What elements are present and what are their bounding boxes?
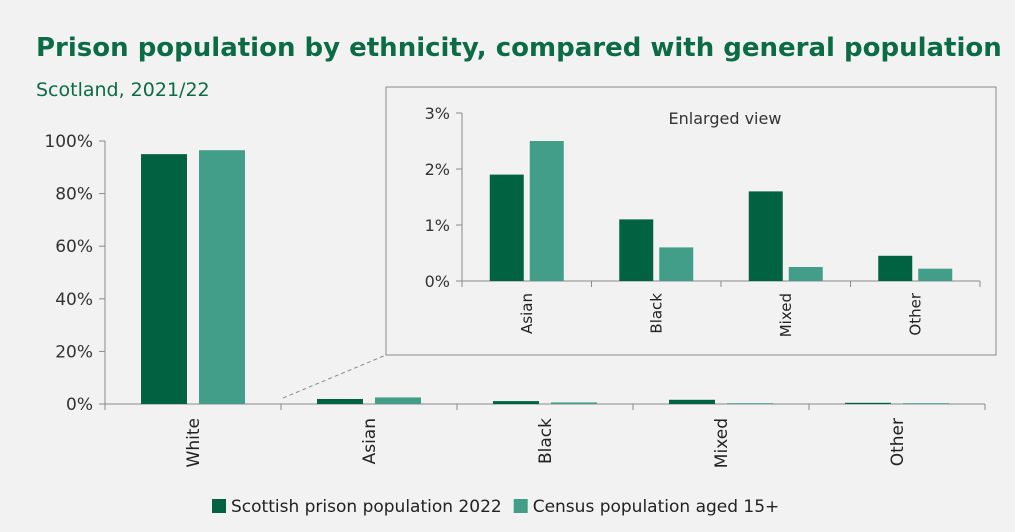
inset-bar-black-series-2	[659, 247, 694, 281]
x-category-label: Asian	[360, 418, 380, 464]
legend-swatch-series-2	[513, 499, 528, 513]
inset-plot: 0% 1% 2% 3% Asian Black Mixed Other Enlarged vie…	[282, 86, 997, 399]
inset-x-category-label: Mixed	[777, 293, 795, 337]
y-tick-label: 80%	[55, 185, 93, 205]
inset-x-category-label: Other	[906, 292, 924, 335]
bar-white-series-1	[141, 154, 187, 404]
inset-bar-black-series-1	[619, 219, 654, 281]
legend-swatch-series-1	[212, 499, 226, 513]
y-tick-label: 0%	[66, 395, 93, 415]
inset-y-tick-label: 2%	[425, 160, 450, 179]
inset-bar-mixed-series-2	[788, 267, 823, 281]
bar-white-series-2	[199, 150, 245, 404]
inset-x-category-label: Asian	[518, 293, 536, 334]
zoom-connector-line	[282, 354, 387, 399]
bar-mixed-series-2	[727, 403, 773, 404]
legend: Scottish prison population 2022 Census po…	[212, 497, 779, 517]
chart-title: Prison population by ethnicity, compared…	[36, 33, 1002, 63]
y-tick-label: 40%	[55, 290, 93, 310]
bar-asian-series-1	[317, 399, 363, 404]
inset-x-category-label: Black	[647, 293, 665, 334]
bar-asian-series-2	[375, 397, 421, 404]
y-tick-label: 60%	[55, 237, 93, 257]
y-tick-label: 100%	[44, 132, 93, 152]
x-category-label: Black	[536, 418, 556, 464]
inset-bar-mixed-series-1	[748, 191, 783, 281]
inset-bar-other-series-2	[918, 268, 953, 281]
bar-black-series-1	[493, 401, 539, 404]
legend-label-series-1: Scottish prison population 2022	[231, 497, 502, 517]
bar-other-series-1	[845, 402, 891, 404]
inset-y-tick-label: 1%	[425, 216, 450, 235]
bar-black-series-2	[551, 402, 597, 404]
bar-other-series-2	[903, 403, 949, 404]
inset-bar-asian-series-1	[489, 174, 524, 281]
inset-frame	[385, 86, 997, 356]
y-tick-label: 20%	[55, 342, 93, 362]
inset-y-tick-label: 0%	[425, 272, 450, 291]
x-category-label: Other	[888, 418, 908, 466]
inset-y-tick-label: 3%	[425, 104, 450, 123]
main-plot: 0% 20% 40% 60% 80% 100% White Asian Black Mixed Ot…	[44, 132, 986, 468]
inset-bar-other-series-1	[878, 255, 913, 281]
bar-mixed-series-1	[669, 399, 715, 404]
inset-annotation: Enlarged view	[669, 109, 782, 128]
chart-subtitle: Scotland, 2021/22	[36, 79, 210, 101]
inset-bar-asian-series-2	[529, 141, 564, 281]
x-category-label: White	[184, 418, 204, 467]
legend-label-series-2: Census population aged 15+	[533, 497, 780, 517]
x-category-label: Mixed	[712, 418, 732, 468]
